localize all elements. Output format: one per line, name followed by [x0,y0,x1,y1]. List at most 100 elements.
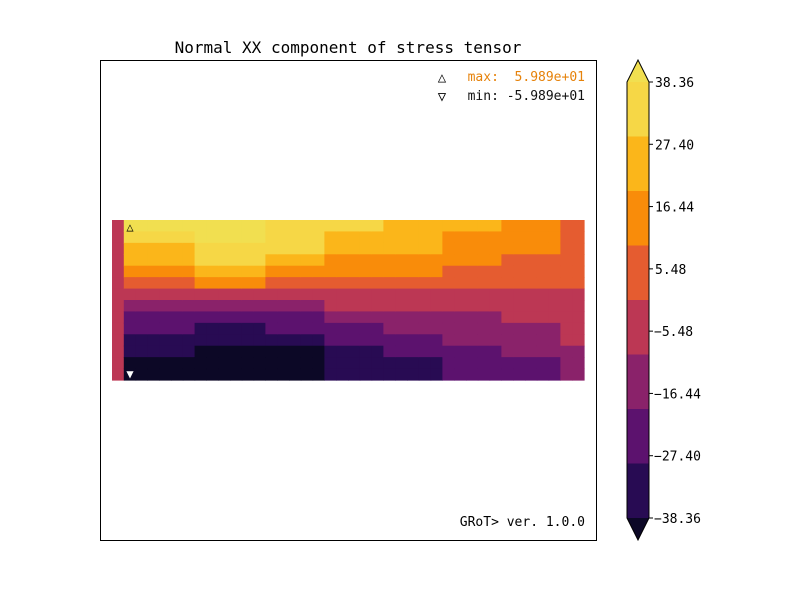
field-cell [159,231,172,244]
field-cell [300,231,314,244]
field-cell [182,322,196,335]
field-cell [289,357,302,370]
min-location-marker-icon: ▼ [126,367,134,381]
field-cell [230,368,243,381]
field-cell [501,288,514,301]
field-cell [112,311,125,324]
colorbar-extend-min-icon [627,518,649,540]
field-cell [560,311,573,324]
field-cell [466,220,479,233]
field-cell [501,322,514,335]
field-cell [159,300,172,313]
field-cell [359,334,373,347]
field-cell [466,242,479,255]
field-cell [525,357,538,370]
field-cell [548,220,561,233]
field-cell [383,311,396,324]
field-cell [407,357,420,370]
field-cell [501,368,514,381]
colorbar: 38.36 27.40 16.44 5.48 −5.48 −16.44 −27.40 −38.… [626,58,701,542]
field-cell [466,265,479,278]
field-cell [159,334,172,347]
field-cell [477,265,491,278]
field-cell [536,345,550,358]
field-cell [253,242,266,255]
max-label: max: 5.989e+01 [468,70,585,85]
field-cell [253,368,266,381]
field-cell [289,242,302,255]
field-cell [171,265,184,278]
field-cell [230,265,243,278]
field-cell [324,368,337,381]
field-cell [230,300,243,313]
field-cell [489,254,502,267]
field-cell [501,220,514,233]
field-cell [194,288,207,301]
field-cell [241,357,255,370]
field-cell [241,231,255,244]
field-cell [383,334,396,347]
field-cell [525,231,538,244]
field-cell [572,334,585,347]
field-cell [159,311,172,324]
field-cell [112,357,125,370]
colorbar-segment [627,82,649,137]
field-cell [206,345,219,358]
field-cell [112,322,125,335]
field-cell [430,322,443,335]
field-cell [466,288,479,301]
field-cell [289,345,302,358]
field-cell [430,345,443,358]
field-cell [194,231,207,244]
field-cell [489,288,502,301]
field-cell [407,345,420,358]
field-cell [253,265,266,278]
field-cell [513,288,526,301]
field-cell [442,242,455,255]
field-cell [265,288,278,301]
field-cell [513,300,526,313]
field-cell [548,277,561,290]
field-cell [206,357,219,370]
field-cell [430,311,443,324]
field-cell [466,231,479,244]
field-cell [300,288,314,301]
field-cell [147,368,160,381]
field-cell [454,322,467,335]
field-cell [430,334,443,347]
field-cell [371,311,384,324]
field-cell [548,231,561,244]
field-cell [265,220,278,233]
field-cell [218,357,231,370]
field-cell [336,334,349,347]
field-cell [135,322,148,335]
field-cell [560,242,573,255]
field-cell [182,265,196,278]
field-cell [477,242,491,255]
field-cell [312,220,325,233]
field-cell [418,345,432,358]
field-cell [477,288,491,301]
field-cell [253,277,266,290]
field-cell [371,322,384,335]
field-cell [194,277,207,290]
field-cell [536,265,550,278]
field-cell [572,357,585,370]
field-cell [430,220,443,233]
field-cell [277,345,290,358]
field-cell [395,334,408,347]
field-cell [501,334,514,347]
field-cell [289,300,302,313]
field-cell [182,242,196,255]
field-cell [336,231,349,244]
field-cell [336,345,349,358]
field-cell [289,322,302,335]
field-cell [171,242,184,255]
field-cell [395,368,408,381]
field-cell [112,231,125,244]
field-cell [194,357,207,370]
field-cell [171,357,184,370]
field-cell [123,322,137,335]
field-cell [513,277,526,290]
